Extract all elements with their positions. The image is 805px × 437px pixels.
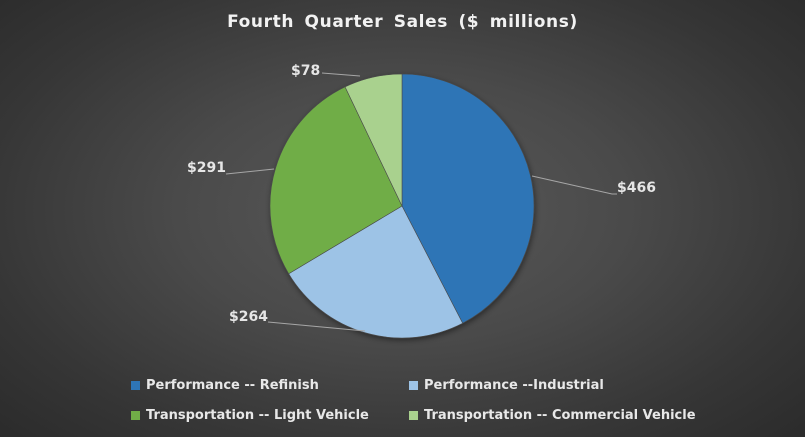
leader-line-commercial: [321, 72, 361, 77]
data-label-light-vehicle: $291: [187, 160, 226, 176]
legend-item-industrial[interactable]: Performance --Industrial: [409, 378, 604, 393]
leader-line-refinish: [531, 175, 617, 195]
legend-item-light-vehicle[interactable]: Transportation -- Light Vehicle: [131, 408, 369, 423]
pie-slice-refinish[interactable]: [401, 73, 535, 324]
pie-slice-commercial-vehicle[interactable]: [344, 73, 403, 207]
legend-swatch-icon: [131, 381, 140, 390]
leader-line-industrial: [267, 321, 366, 332]
leader-line-light-vehicle: [225, 168, 275, 175]
legend-swatch-icon: [131, 411, 140, 420]
legend-item-refinish[interactable]: Performance -- Refinish: [131, 378, 319, 393]
chart-title: Fourth Quarter Sales ($ millions): [227, 12, 578, 32]
data-label-refinish: $466: [617, 180, 656, 196]
legend-label: Performance -- Refinish: [146, 378, 319, 393]
legend-swatch-icon: [409, 411, 418, 420]
legend-item-commercial-vehicle[interactable]: Transportation -- Commercial Vehicle: [409, 408, 696, 423]
legend-label: Performance --Industrial: [424, 378, 604, 393]
data-label-commercial-vehicle: $78: [291, 63, 321, 79]
pie-slice-light-vehicle[interactable]: [269, 86, 403, 275]
data-label-industrial: $264: [229, 309, 268, 325]
legend-label: Transportation -- Commercial Vehicle: [424, 408, 696, 423]
legend-label: Transportation -- Light Vehicle: [146, 408, 369, 423]
pie-slice-industrial[interactable]: [288, 205, 464, 339]
legend-swatch-icon: [409, 381, 418, 390]
